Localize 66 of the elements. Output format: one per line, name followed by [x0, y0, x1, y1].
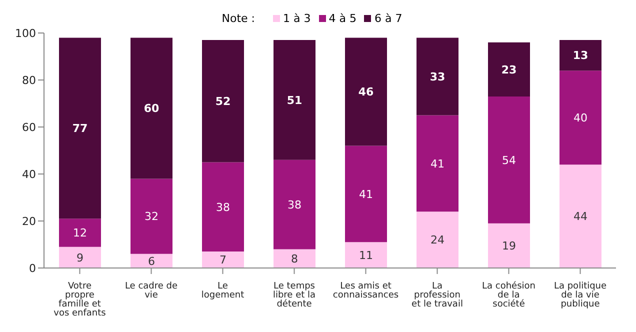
y-tick-label: 100 — [15, 26, 36, 40]
data-label: 44 — [574, 210, 588, 224]
bar — [274, 160, 316, 250]
x-tick-label: La politique de la vie publique — [554, 281, 608, 310]
bar — [202, 162, 244, 252]
legend-label: 4 à 5 — [328, 12, 356, 25]
bar — [345, 146, 387, 242]
data-label: 9 — [76, 251, 84, 264]
y-tick-label: 80 — [22, 74, 36, 87]
x-tick-label: Le cadre de vie — [124, 281, 178, 300]
bar — [560, 70, 602, 165]
x-tick-label: Les amis et connaissances — [332, 281, 399, 300]
x-tick-label: La profession et le travail — [412, 281, 463, 310]
legend-label: 6 à 7 — [374, 12, 402, 25]
bar — [130, 178, 172, 254]
data-label: 23 — [501, 63, 517, 76]
bar — [274, 40, 316, 160]
data-label: 52 — [215, 95, 231, 108]
bar — [560, 164, 602, 268]
data-label: 41 — [359, 188, 373, 201]
y-tick-label: 20 — [22, 214, 36, 228]
data-label: 7 — [220, 254, 226, 267]
y-tick-label: 0 — [29, 262, 36, 275]
data-label: 24 — [430, 234, 444, 247]
data-label: 54 — [502, 154, 516, 167]
x-tick-label: Le temps libre et la détente — [272, 281, 316, 310]
data-label: 33 — [430, 70, 446, 84]
bar — [202, 252, 244, 268]
bar — [416, 212, 458, 268]
bar — [130, 254, 172, 268]
data-label: 38 — [288, 198, 302, 212]
bar — [202, 40, 244, 162]
y-tick-label: 60 — [22, 120, 36, 134]
data-label: 51 — [286, 94, 302, 107]
data-label: 77 — [72, 122, 88, 136]
bar — [345, 242, 387, 268]
bar — [59, 246, 101, 268]
y-tick-label: 40 — [22, 168, 36, 181]
bar — [274, 249, 316, 268]
x-tick-label: La cohésion de la société — [482, 280, 536, 310]
data-label: 46 — [358, 86, 374, 99]
bar — [488, 96, 530, 224]
data-label: 32 — [144, 210, 158, 224]
legend-label: 1 à 3 — [283, 12, 311, 25]
data-label: 13 — [572, 49, 588, 62]
data-label: 6 — [148, 254, 155, 268]
bar — [488, 223, 530, 268]
bar — [416, 38, 458, 116]
data-label: 40 — [574, 112, 588, 125]
data-label: 12 — [73, 226, 87, 240]
bar — [345, 38, 387, 146]
bar — [560, 40, 602, 71]
data-label: 41 — [430, 157, 444, 170]
bar — [416, 115, 458, 212]
data-label: 38 — [216, 200, 230, 214]
data-label: 11 — [359, 248, 373, 262]
data-label: 8 — [291, 252, 298, 266]
bar — [488, 42, 530, 96]
bar — [130, 38, 172, 179]
data-label: 19 — [502, 240, 516, 253]
legend-title: Note : — [222, 12, 256, 25]
x-tick-label: Votre propre famille et vos enfants — [54, 281, 106, 318]
bar — [59, 38, 101, 219]
x-tick-label: Le logement — [201, 281, 245, 300]
bar — [59, 218, 101, 247]
data-label: 60 — [144, 102, 160, 116]
